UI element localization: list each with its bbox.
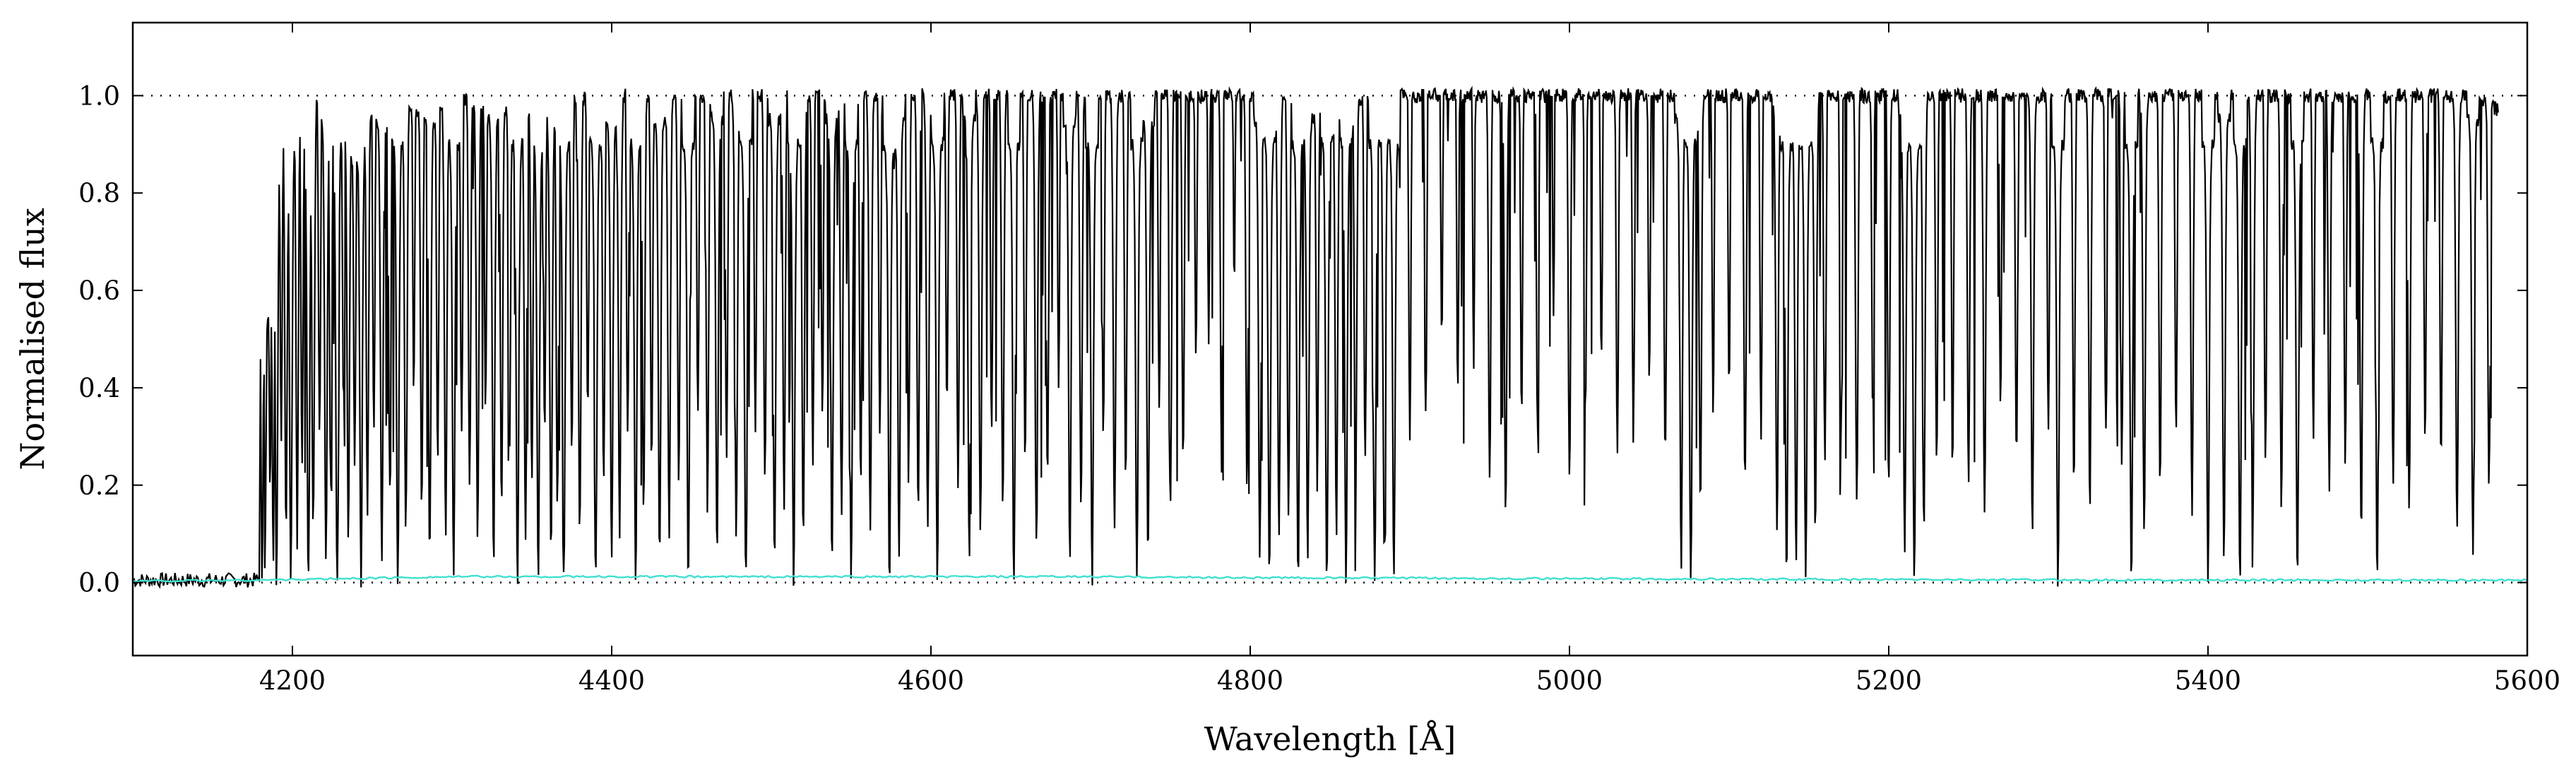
x-axis-label: Wavelength [Å] <box>1204 719 1456 758</box>
x-tick-label: 5400 <box>2175 665 2241 696</box>
x-tick-label: 4200 <box>259 665 326 696</box>
y-tick-label: 0.2 <box>78 470 120 501</box>
x-tick-label: 5000 <box>1536 665 1603 696</box>
flux-series-line <box>133 85 2499 589</box>
x-tick-label: 5200 <box>1856 665 1922 696</box>
error-series-line <box>133 574 2527 583</box>
x-tick-label: 4600 <box>898 665 964 696</box>
x-tick-label: 5600 <box>2494 665 2560 696</box>
x-axis-ticks: 4200 4400 4600 4800 5000 5200 5400 5600 <box>259 23 2560 696</box>
x-tick-label: 4800 <box>1217 665 1283 696</box>
y-tick-label: 0.0 <box>78 568 120 598</box>
y-tick-label: 0.6 <box>78 276 120 306</box>
y-axis-ticks: 0.0 0.2 0.4 0.6 0.8 1.0 <box>78 81 2527 598</box>
y-tick-label: 0.4 <box>78 373 120 403</box>
x-tick-label: 4400 <box>578 665 645 696</box>
y-tick-label: 0.8 <box>78 178 120 208</box>
y-tick-label: 1.0 <box>78 81 120 111</box>
plot-frame <box>131 21 2529 657</box>
y-axis-label: Normalised flux <box>13 208 52 470</box>
plot-area <box>133 85 2527 589</box>
